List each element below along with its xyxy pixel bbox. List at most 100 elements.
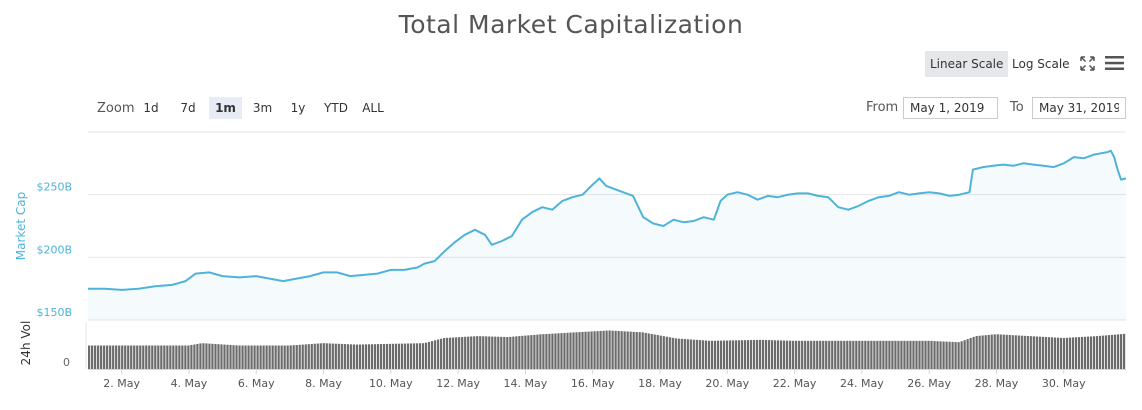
volume-bar: [816, 340, 819, 369]
volume-bar: [912, 340, 915, 369]
volume-bar: [403, 343, 407, 369]
chart-axes: $150B $200B $250B 2. May 4. May 6. May 8. May 1…: [36, 181, 1126, 390]
volume-bar: [746, 340, 750, 369]
volume-bar: [409, 343, 413, 369]
volume-bar: [391, 343, 395, 369]
volume-bar: [328, 343, 331, 369]
volume-bar: [876, 340, 879, 369]
volume-bar: [524, 335, 527, 369]
x-tick-label: 14. May: [504, 377, 548, 390]
zoom-1m-button[interactable]: 1m: [209, 97, 242, 119]
volume-bar: [91, 345, 94, 369]
zoom-1y-button[interactable]: 1y: [290, 101, 306, 115]
volume-bar: [882, 340, 885, 369]
volume-bar: [262, 345, 265, 369]
x-tick-label: 20. May: [705, 377, 749, 390]
volume-bar: [1113, 334, 1117, 369]
volume-bar: [178, 345, 181, 369]
volume-bar: [873, 340, 876, 369]
volume-bar: [861, 340, 864, 369]
volume-bar: [807, 340, 810, 369]
volume-bar: [689, 339, 692, 369]
volume-bar: [954, 342, 957, 369]
to-date-input[interactable]: [1032, 97, 1126, 119]
volume-bar: [620, 331, 623, 369]
volume-bar: [933, 341, 936, 369]
volume-bar: [599, 330, 602, 369]
volume-bar: [828, 340, 831, 369]
volume-bar: [518, 336, 521, 369]
volume-bar: [731, 340, 735, 369]
volume-bar: [948, 341, 951, 369]
volume-bar: [590, 331, 593, 369]
volume-bar: [542, 334, 545, 369]
volume-bar: [846, 340, 849, 369]
volume-bar: [780, 340, 783, 369]
zoom-all-button[interactable]: ALL: [362, 101, 384, 115]
volume-bar: [109, 345, 112, 369]
volume-bar: [767, 340, 771, 369]
market-cap-line: [88, 149, 1127, 291]
volume-bar: [340, 343, 343, 369]
volume-bar: [343, 344, 346, 369]
volume-bar: [485, 336, 488, 369]
from-date-input[interactable]: [903, 97, 998, 119]
log-scale-button[interactable]: Log Scale: [1012, 57, 1070, 71]
volume-bar: [990, 334, 993, 369]
linear-scale-button[interactable]: Linear Scale: [925, 51, 1009, 77]
zoom-1d-button[interactable]: 1d: [143, 101, 159, 115]
volume-bar: [957, 342, 960, 369]
volume-bar: [960, 341, 963, 369]
volume-bar: [220, 344, 223, 369]
fullscreen-button[interactable]: [1079, 55, 1096, 72]
volume-bar: [229, 344, 232, 369]
zoom-3m-button[interactable]: 3m: [252, 101, 273, 115]
volume-bar: [455, 337, 458, 369]
volume-bar: [783, 340, 786, 369]
chart-menu-button[interactable]: [1105, 55, 1124, 71]
volume-bar: [969, 338, 972, 369]
volume-bar: [1071, 337, 1075, 369]
volume-bar: [512, 336, 515, 369]
x-tick-label: 16. May: [571, 377, 615, 390]
volume-bar: [325, 343, 328, 369]
volume-bar: [193, 344, 196, 369]
volume-bar: [367, 344, 371, 369]
volume-bar: [148, 345, 151, 369]
volume-bar: [214, 344, 217, 369]
zoom-ytd-button[interactable]: YTD: [324, 101, 348, 115]
zoom-7d-button[interactable]: 7d: [180, 101, 196, 115]
volume-bar: [163, 345, 166, 369]
volume-bar: [641, 332, 644, 369]
volume-bar: [906, 340, 909, 369]
volume-bar: [283, 345, 286, 369]
volume-bar: [903, 340, 906, 369]
y-tick-label: $150B: [36, 306, 72, 319]
volume-bar: [355, 344, 358, 369]
volume-bar: [166, 345, 169, 369]
volume-bar: [939, 341, 942, 369]
volume-bar: [858, 340, 861, 369]
volume-bar: [1038, 336, 1041, 369]
volume-bar: [1083, 336, 1087, 369]
x-tick-label: 10. May: [369, 377, 413, 390]
market-cap-area: [88, 149, 1127, 320]
volume-bar: [430, 341, 434, 369]
volume-bar: [1059, 337, 1063, 369]
volume-bar: [864, 340, 867, 369]
volume-bar: [632, 331, 635, 369]
volume-bar: [515, 336, 518, 369]
volume-bar: [181, 345, 184, 369]
volume-bar: [888, 340, 891, 369]
market-cap-fill: [88, 150, 1126, 320]
volume-bar: [695, 339, 698, 369]
x-tick-label: 28. May: [975, 377, 1019, 390]
volume-bar: [295, 345, 298, 369]
volume-bar: [412, 343, 416, 369]
volume-bar: [987, 334, 990, 369]
volume-bar: [867, 340, 870, 369]
volume-bar: [364, 344, 368, 369]
volume-bar: [617, 330, 620, 369]
volume-bar: [719, 340, 723, 369]
volume-bar: [843, 340, 846, 369]
